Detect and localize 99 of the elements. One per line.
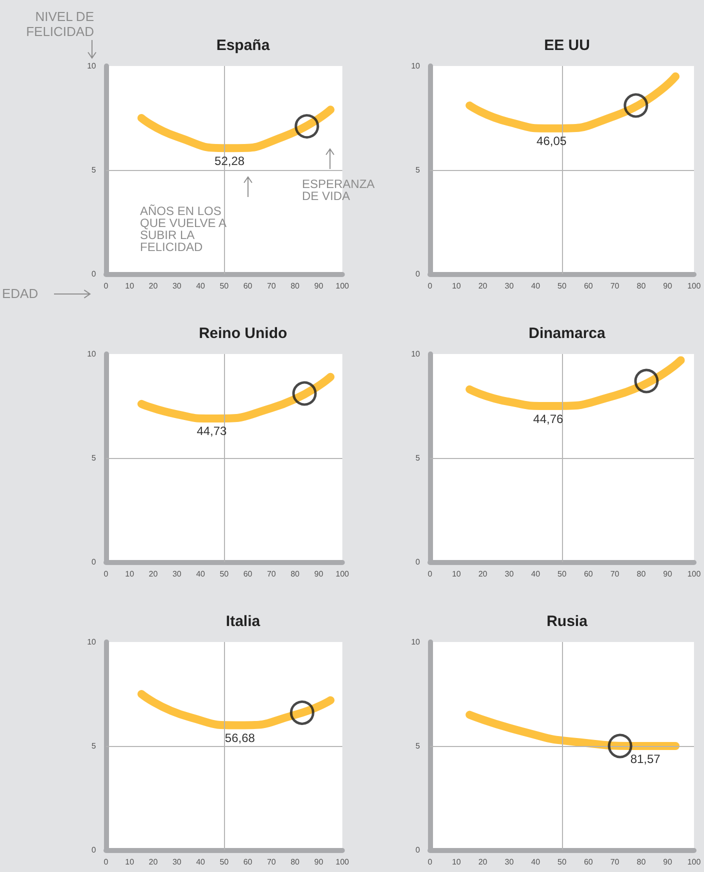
x-tick-label: 80 — [290, 570, 300, 578]
x-tick-label: 0 — [428, 282, 433, 290]
x-tick-label: 20 — [148, 858, 158, 866]
x-tick-label: 50 — [558, 858, 567, 866]
y-tick-label: 0 — [92, 558, 97, 566]
annotation: ESPERANZA DE VIDA — [302, 177, 376, 203]
x-tick-label: 30 — [504, 282, 514, 290]
x-tick-label: 70 — [266, 282, 276, 290]
x-axis-title: EDAD — [2, 286, 40, 301]
x-tick-label: 90 — [663, 858, 673, 866]
x-tick-label: 70 — [610, 858, 620, 866]
x-tick-label: 80 — [290, 282, 300, 290]
y-tick-label: 0 — [416, 270, 421, 278]
x-tick-label: 40 — [531, 570, 541, 578]
y-tick-label: 10 — [87, 638, 97, 646]
x-tick-label: 100 — [687, 858, 702, 866]
x-tick-label: 0 — [428, 570, 433, 578]
annotation: 56,68 — [224, 731, 256, 746]
x-tick-label: 50 — [220, 858, 230, 866]
x-tick-label: 60 — [584, 858, 594, 866]
y-tick-label: 5 — [416, 166, 421, 174]
x-tick-label: 100 — [687, 570, 702, 578]
x-tick-label: 20 — [478, 570, 488, 578]
y-tick-label: 5 — [92, 166, 97, 174]
y-tick-label: 10 — [411, 62, 421, 70]
x-tick-label: 30 — [172, 570, 182, 578]
x-tick-label: 100 — [336, 282, 350, 290]
y-tick-label: 0 — [416, 558, 421, 566]
x-tick-label: 100 — [687, 282, 702, 290]
x-tick-label: 80 — [290, 858, 300, 866]
x-tick-label: 10 — [452, 570, 462, 578]
x-tick-label: 20 — [478, 858, 488, 866]
x-tick-label: 10 — [125, 570, 135, 578]
y-tick-label: 5 — [416, 742, 421, 750]
x-tick-label: 30 — [504, 858, 514, 866]
x-tick-label: 0 — [104, 570, 109, 578]
chart-title: Italia — [226, 613, 261, 630]
y-tick-label: 10 — [411, 638, 421, 646]
x-tick-label: 40 — [196, 858, 206, 866]
x-tick-label: 60 — [584, 570, 594, 578]
x-tick-label: 70 — [266, 570, 276, 578]
x-tick-label: 90 — [663, 282, 673, 290]
x-tick-label: 50 — [558, 282, 567, 290]
x-tick-label: 10 — [452, 858, 462, 866]
x-tick-label: 60 — [243, 858, 253, 866]
x-tick-label: 30 — [504, 570, 514, 578]
chart-title: Dinamarca — [528, 325, 606, 342]
x-tick-label: 20 — [478, 282, 488, 290]
x-tick-label: 40 — [196, 282, 206, 290]
y-tick-label: 0 — [92, 846, 97, 854]
annotation: 52,28 — [214, 154, 246, 168]
chart-title: EE UU — [544, 37, 590, 54]
x-tick-label: 30 — [172, 282, 182, 290]
x-tick-label: 10 — [452, 282, 462, 290]
x-tick-label: 30 — [172, 858, 182, 866]
x-tick-label: 80 — [636, 282, 646, 290]
chart-title: España — [216, 37, 270, 54]
x-tick-label: 50 — [558, 570, 567, 578]
y-tick-label: 0 — [416, 846, 421, 854]
y-tick-label: 5 — [92, 742, 97, 750]
x-tick-label: 0 — [104, 282, 109, 290]
x-tick-label: 70 — [266, 858, 276, 866]
annotation: 46,05 — [536, 134, 568, 148]
annotation: 81,57 — [629, 752, 662, 766]
x-tick-label: 60 — [243, 570, 253, 578]
x-tick-label: 90 — [314, 858, 324, 866]
x-tick-label: 20 — [148, 282, 158, 290]
x-tick-label: 100 — [336, 570, 350, 578]
x-tick-label: 10 — [125, 858, 135, 866]
x-tick-label: 80 — [636, 858, 646, 866]
x-tick-label: 90 — [314, 282, 324, 290]
x-tick-label: 40 — [531, 282, 541, 290]
x-tick-label: 100 — [336, 858, 350, 866]
x-tick-label: 60 — [584, 282, 594, 290]
annotation: 44,76 — [532, 412, 564, 426]
chart-title: Rusia — [546, 613, 588, 630]
x-tick-label: 80 — [636, 570, 646, 578]
x-tick-label: 20 — [148, 570, 158, 578]
x-tick-label: 60 — [243, 282, 253, 290]
x-tick-label: 50 — [220, 570, 230, 578]
y-tick-label: 10 — [411, 350, 421, 358]
x-tick-label: 90 — [314, 570, 324, 578]
x-tick-label: 90 — [663, 570, 673, 578]
annotation: 44,73 — [196, 424, 228, 438]
chart-title: Reino Unido — [198, 325, 288, 342]
y-tick-label: 0 — [92, 270, 97, 278]
x-tick-label: 50 — [220, 282, 230, 290]
y-tick-label: 10 — [87, 62, 97, 70]
x-tick-label: 0 — [104, 858, 109, 866]
y-tick-label: 5 — [416, 454, 421, 462]
x-tick-label: 40 — [531, 858, 541, 866]
y-tick-label: 10 — [87, 350, 97, 358]
y-axis-title: NIVEL DE FELICIDAD — [25, 9, 94, 39]
x-tick-label: 70 — [610, 570, 620, 578]
x-tick-label: 0 — [428, 858, 433, 866]
x-tick-label: 40 — [196, 570, 206, 578]
y-tick-label: 5 — [92, 454, 97, 462]
x-tick-label: 70 — [610, 282, 620, 290]
x-tick-label: 10 — [125, 282, 135, 290]
